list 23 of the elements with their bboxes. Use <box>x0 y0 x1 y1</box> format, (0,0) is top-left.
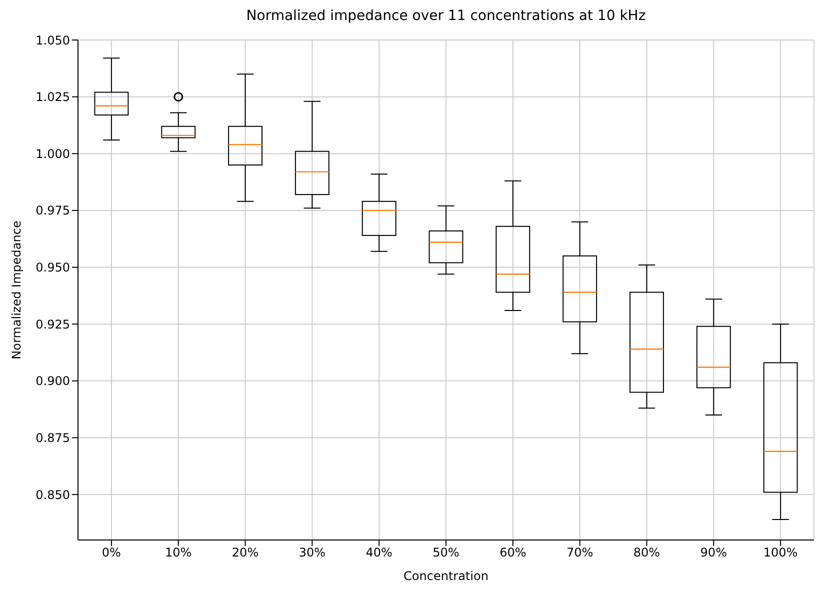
x-tick-label: 90% <box>700 546 727 560</box>
y-tick-label: 0.975 <box>36 204 70 218</box>
y-tick-label: 0.950 <box>36 260 70 275</box>
y-tick-label: 1.050 <box>36 33 70 48</box>
y-axis-title: Normalized Impedance <box>9 220 24 360</box>
x-axis-title: Concentration <box>404 569 488 583</box>
x-tick-label: 50% <box>432 546 460 560</box>
y-tick-label: 0.875 <box>36 430 70 445</box>
chart-title: Normalized impedance over 11 concentrations at 10 kHz <box>245 8 647 26</box>
y-tick-label: 0.925 <box>36 317 70 332</box>
y-tick-label: 1.000 <box>36 146 70 161</box>
x-tick-label: 20% <box>232 546 259 560</box>
y-tick-label: 0.900 <box>36 374 70 388</box>
y-tick-label: 0.850 <box>36 488 70 502</box>
x-tick-label: 40% <box>366 546 392 560</box>
y-tick-label: 1.025 <box>36 90 70 104</box>
x-tick-label: 0% <box>102 546 121 560</box>
x-tick-label: 100% <box>763 546 798 560</box>
x-tick-label: 30% <box>298 546 326 560</box>
x-tick-label: 10% <box>165 546 192 560</box>
x-tick-label: 80% <box>633 546 660 560</box>
x-tick-label: 60% <box>500 546 526 560</box>
x-tick-label: 70% <box>566 546 594 560</box>
